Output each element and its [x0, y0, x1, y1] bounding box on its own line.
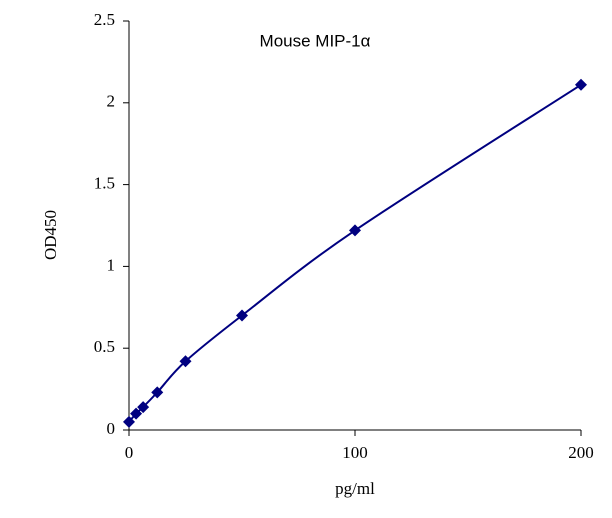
- series-line: [128, 83, 582, 423]
- x-tick-label: 200: [568, 443, 594, 462]
- y-tick-label: 1: [107, 255, 116, 274]
- marker: [137, 401, 150, 414]
- x-axis-label: pg/ml: [335, 479, 375, 498]
- x-tick-label: 0: [125, 443, 134, 462]
- marker: [151, 386, 164, 399]
- y-tick-label: 2: [107, 92, 116, 111]
- marker: [236, 309, 248, 322]
- y-tick-label: 1.5: [94, 174, 115, 193]
- y-tick-label: 0.5: [94, 337, 115, 356]
- y-tick-label: 0: [107, 419, 116, 438]
- marker: [575, 78, 587, 91]
- y-axis-label: OD450: [41, 210, 60, 260]
- x-tick-label: 100: [342, 443, 368, 462]
- marker: [349, 224, 361, 237]
- y-tick-label: 2.5: [94, 10, 115, 29]
- marker: [130, 407, 143, 420]
- marker: [179, 355, 192, 368]
- chart-title: Mouse MIP-1α: [260, 31, 371, 50]
- marker: [123, 415, 135, 428]
